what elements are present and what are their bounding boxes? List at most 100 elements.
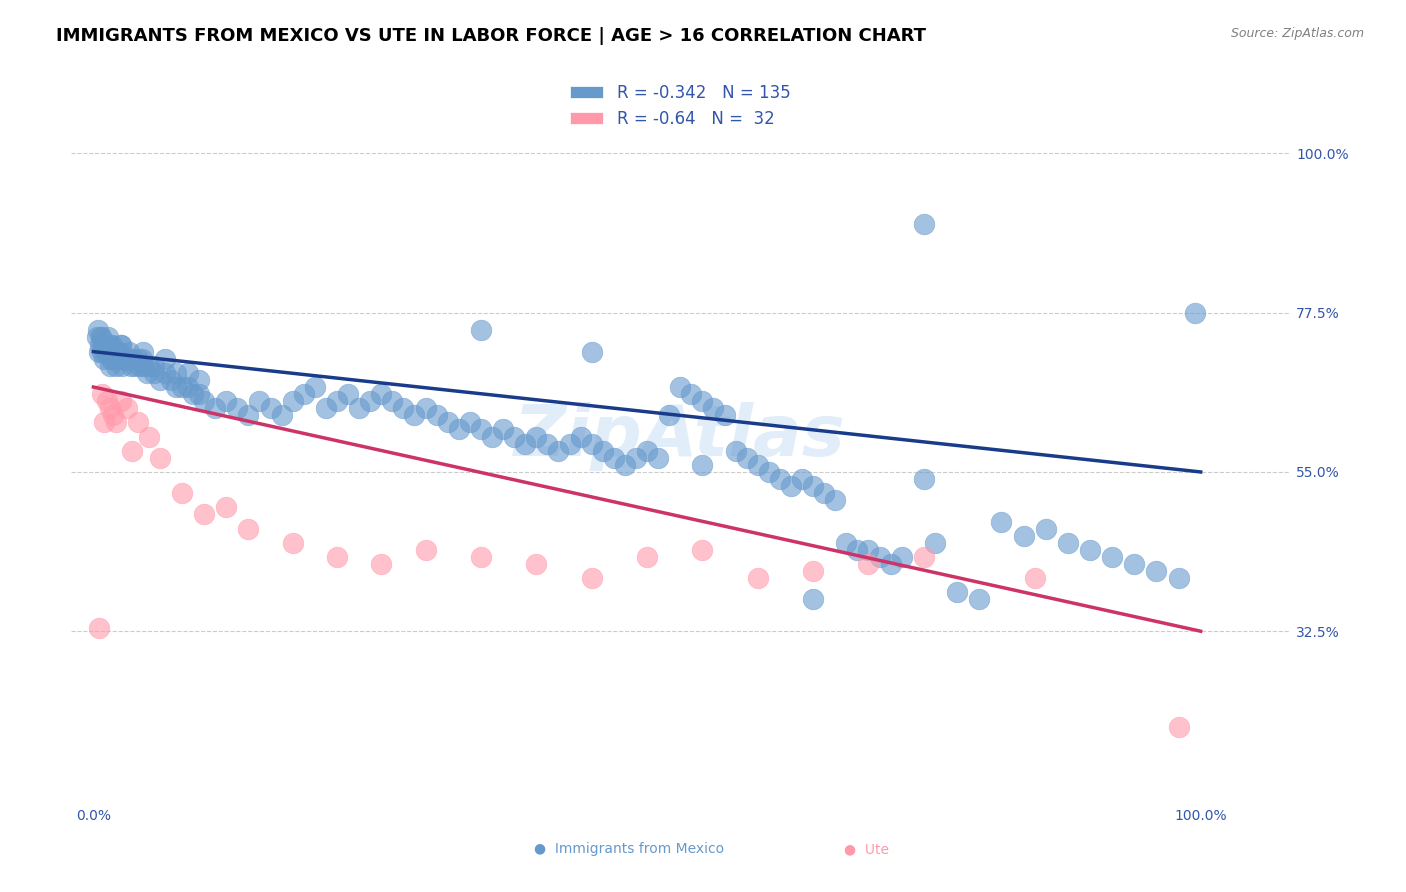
Point bbox=[592, 443, 614, 458]
Point bbox=[326, 549, 349, 564]
Point bbox=[111, 359, 134, 373]
Point bbox=[87, 344, 110, 359]
Point bbox=[858, 557, 880, 571]
Point bbox=[124, 359, 146, 373]
Point bbox=[924, 535, 946, 549]
Point bbox=[370, 387, 392, 401]
Point bbox=[121, 351, 143, 366]
Point bbox=[381, 394, 404, 409]
Point bbox=[107, 344, 129, 359]
Point bbox=[112, 351, 135, 366]
Point bbox=[160, 373, 183, 387]
Point bbox=[87, 323, 110, 337]
Point bbox=[879, 557, 901, 571]
Point bbox=[165, 366, 187, 380]
Point bbox=[103, 344, 125, 359]
Point bbox=[98, 359, 121, 373]
Point bbox=[801, 592, 824, 607]
Point bbox=[281, 394, 304, 409]
Point bbox=[515, 436, 537, 450]
Point bbox=[1012, 529, 1035, 543]
Point bbox=[1144, 564, 1167, 578]
Point bbox=[104, 416, 127, 430]
Point bbox=[769, 472, 792, 486]
Point bbox=[96, 394, 118, 409]
Point bbox=[1024, 571, 1046, 585]
Point bbox=[1101, 549, 1123, 564]
Point bbox=[118, 344, 141, 359]
Point bbox=[481, 429, 503, 443]
Point bbox=[735, 450, 758, 465]
Point bbox=[912, 472, 935, 486]
Point bbox=[193, 508, 215, 522]
Legend: R = -0.342   N = 135, R = -0.64   N =  32: R = -0.342 N = 135, R = -0.64 N = 32 bbox=[564, 77, 797, 135]
Point bbox=[1123, 557, 1146, 571]
Point bbox=[132, 344, 155, 359]
Point bbox=[1056, 535, 1078, 549]
Point bbox=[536, 436, 558, 450]
Point bbox=[835, 535, 858, 549]
Point bbox=[458, 416, 481, 430]
Point bbox=[122, 351, 145, 366]
Point bbox=[107, 351, 129, 366]
Point bbox=[204, 401, 226, 416]
Point bbox=[93, 337, 115, 351]
Point bbox=[155, 366, 177, 380]
Text: ●  Immigrants from Mexico: ● Immigrants from Mexico bbox=[534, 842, 724, 856]
Point bbox=[946, 585, 969, 599]
Point bbox=[315, 401, 337, 416]
Point bbox=[104, 359, 127, 373]
Point bbox=[120, 359, 142, 373]
Point bbox=[176, 380, 198, 394]
Point bbox=[91, 387, 114, 401]
Point bbox=[470, 422, 492, 436]
Point bbox=[149, 450, 172, 465]
Point bbox=[103, 409, 125, 423]
Point bbox=[990, 515, 1012, 529]
Point bbox=[569, 429, 592, 443]
Point bbox=[636, 443, 658, 458]
Point bbox=[581, 436, 603, 450]
Point bbox=[143, 366, 166, 380]
Point bbox=[1035, 522, 1057, 536]
Text: Source: ZipAtlas.com: Source: ZipAtlas.com bbox=[1230, 27, 1364, 40]
Point bbox=[143, 359, 166, 373]
Point bbox=[304, 380, 326, 394]
Point bbox=[869, 549, 891, 564]
Point bbox=[215, 394, 238, 409]
Point bbox=[967, 592, 990, 607]
Point bbox=[647, 450, 669, 465]
Point bbox=[813, 486, 835, 500]
Point bbox=[187, 373, 209, 387]
Point bbox=[91, 344, 114, 359]
Point bbox=[603, 450, 626, 465]
Text: IMMIGRANTS FROM MEXICO VS UTE IN LABOR FORCE | AGE > 16 CORRELATION CHART: IMMIGRANTS FROM MEXICO VS UTE IN LABOR F… bbox=[56, 27, 927, 45]
Point bbox=[470, 323, 492, 337]
Point bbox=[97, 330, 120, 344]
Point bbox=[415, 542, 437, 557]
Point bbox=[94, 344, 117, 359]
Point bbox=[359, 394, 381, 409]
Point bbox=[176, 366, 198, 380]
Point bbox=[801, 479, 824, 493]
Point bbox=[110, 337, 132, 351]
Point bbox=[747, 571, 769, 585]
Point bbox=[165, 380, 187, 394]
Point bbox=[98, 401, 121, 416]
Point bbox=[790, 472, 813, 486]
Point bbox=[702, 401, 724, 416]
Point bbox=[127, 416, 149, 430]
Point bbox=[912, 549, 935, 564]
Point bbox=[270, 409, 292, 423]
Point bbox=[89, 337, 111, 351]
Point bbox=[87, 621, 110, 635]
Point bbox=[105, 344, 128, 359]
Point bbox=[138, 359, 160, 373]
Point bbox=[238, 409, 260, 423]
Point bbox=[404, 409, 426, 423]
Point bbox=[581, 344, 603, 359]
Point bbox=[890, 549, 912, 564]
Point bbox=[134, 359, 156, 373]
Point bbox=[100, 351, 122, 366]
Point bbox=[747, 458, 769, 472]
